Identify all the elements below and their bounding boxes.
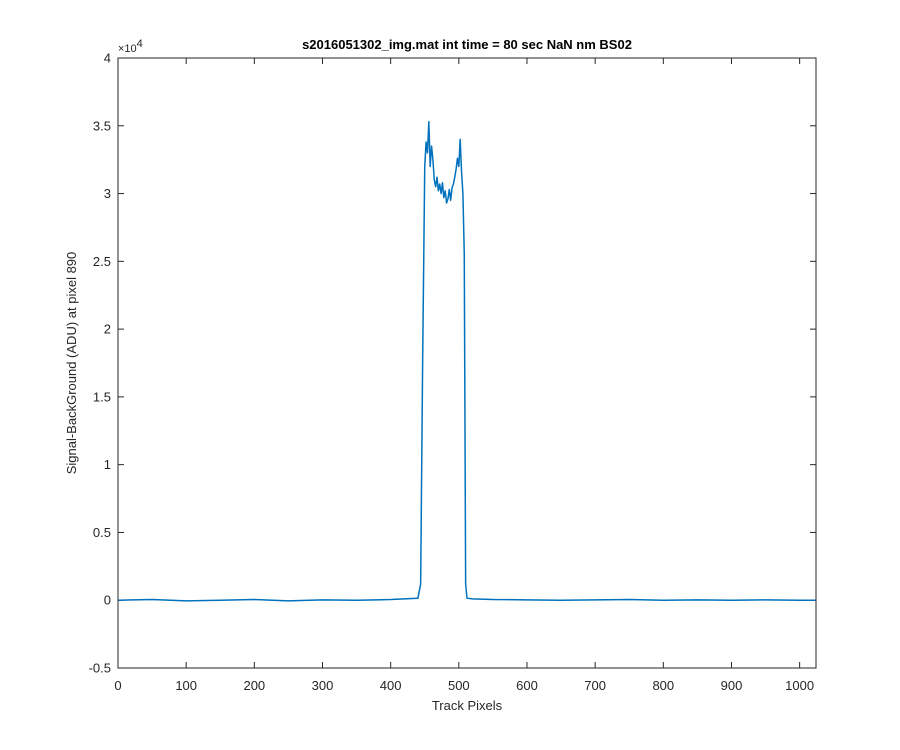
y-tick-label: -0.5 bbox=[89, 661, 111, 676]
x-tick-label: 200 bbox=[243, 678, 265, 693]
x-tick-label: 600 bbox=[516, 678, 538, 693]
y-tick-label: 3.5 bbox=[93, 118, 111, 133]
y-axis-label: Signal-BackGround (ADU) at pixel 890 bbox=[64, 252, 79, 475]
y-multiplier-exponent: 4 bbox=[137, 38, 143, 50]
x-tick-label: 100 bbox=[175, 678, 197, 693]
y-tick-label: 1.5 bbox=[93, 389, 111, 404]
y-tick-label: 4 bbox=[104, 51, 111, 66]
x-axis-label: Track Pixels bbox=[432, 698, 503, 713]
chart-title: s2016051302_img.mat int time = 80 sec Na… bbox=[302, 37, 632, 52]
y-tick-label: 2.5 bbox=[93, 254, 111, 269]
x-tick-label: 700 bbox=[584, 678, 606, 693]
x-axis-ticks: 0 100 200 300 400 500 600 700 800 900 1000 bbox=[114, 58, 814, 693]
y-tick-label: 3 bbox=[104, 186, 111, 201]
y-tick-label: 0 bbox=[104, 593, 111, 608]
axes-box bbox=[117, 57, 817, 669]
x-tick-label: 1000 bbox=[785, 678, 814, 693]
series-line bbox=[117, 120, 816, 602]
y-multiplier-base: ×10 bbox=[118, 43, 137, 55]
y-tick-label: 0.5 bbox=[93, 525, 111, 540]
x-tick-label: 300 bbox=[312, 678, 334, 693]
y-tick-label: 2 bbox=[104, 322, 111, 337]
y-tick-label: 1 bbox=[104, 457, 111, 472]
x-tick-label: 400 bbox=[380, 678, 402, 693]
x-tick-label: 900 bbox=[721, 678, 743, 693]
x-tick-label: 500 bbox=[448, 678, 470, 693]
y-axis-ticks: -0.5 0 0.5 1 1.5 2 2.5 3 3.5 4 bbox=[89, 51, 816, 676]
y-axis-multiplier: ×104 bbox=[118, 38, 143, 55]
x-tick-label: 0 bbox=[114, 678, 121, 693]
x-tick-label: 800 bbox=[652, 678, 674, 693]
plot-area bbox=[118, 58, 816, 668]
